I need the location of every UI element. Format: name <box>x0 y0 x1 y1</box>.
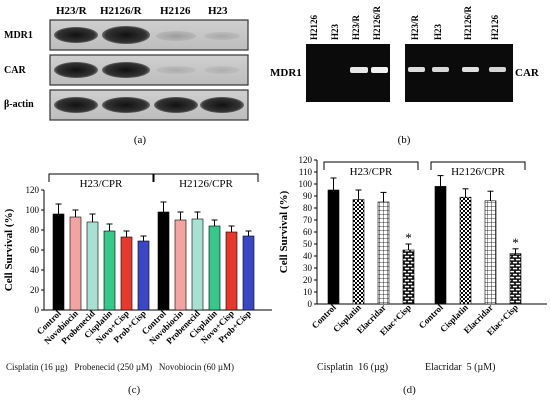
y-tick-label: 0 <box>308 299 313 309</box>
panel-c-label: (c) <box>128 384 141 396</box>
y-tick-label: 90 <box>303 191 313 201</box>
panel-c: 0 20 40 60 80 100 120 Cell Survival (%) H23/CPR C… <box>0 150 275 406</box>
y-axis-label: Cell Survival (%) <box>278 190 290 273</box>
bar <box>242 235 255 311</box>
bar <box>352 199 365 305</box>
y-tick-label: 100 <box>26 205 40 215</box>
bar <box>377 201 390 305</box>
blot-col-h23: H23 <box>208 5 228 17</box>
panel-d-footnote-left: Cisplatin 16 (µg) <box>317 362 389 373</box>
significance-mark: * <box>512 235 519 250</box>
gel1-lane-1: H2126 <box>309 14 319 40</box>
group-label: H23/CPR <box>80 178 123 190</box>
panel-b-svg: H2126 H23 H23/R H2126/R H23/R H23 H2126/… <box>270 5 540 146</box>
panel-d: 0 10 20 30 40 50 60 70 80 90 100 110 120 Cell Surviva… <box>275 150 550 406</box>
panel-d-footnote-right: Elacridar 5 (µM) <box>425 362 496 373</box>
bar <box>52 213 65 311</box>
gel1-lane-3: H23/R <box>351 14 361 40</box>
bar <box>327 189 340 305</box>
group-bracket <box>323 161 419 170</box>
significance-mark: * <box>405 230 412 245</box>
group-bracket <box>153 173 259 182</box>
group-label: H2126/CPR <box>451 166 505 178</box>
y-tick-label: 40 <box>303 251 313 261</box>
bar <box>191 218 204 311</box>
bar <box>103 230 116 311</box>
y-tick-label: 70 <box>303 215 313 225</box>
y-tick-label: 40 <box>30 265 40 275</box>
bar <box>174 219 187 311</box>
y-tick-label: 20 <box>303 275 313 285</box>
bar <box>509 253 522 305</box>
gel-right <box>405 44 513 102</box>
blot-row-bactin: β-actin <box>4 99 34 110</box>
blot-col-h2126r: H2126/R <box>100 5 143 17</box>
bar <box>157 211 170 311</box>
bar <box>434 186 447 305</box>
y-tick-label: 120 <box>299 155 313 165</box>
y-tick-label: 80 <box>303 203 313 213</box>
y-tick-label: 50 <box>303 239 313 249</box>
blot-col-h23r: H23/R <box>56 5 88 17</box>
y-tick-label: 20 <box>30 285 40 295</box>
bar <box>208 225 221 311</box>
blot-strip-mdr1 <box>49 19 249 51</box>
y-tick-label: 100 <box>299 179 313 189</box>
y-tick-label: 120 <box>26 185 40 195</box>
group-bracket <box>48 173 154 182</box>
y-tick-label: 60 <box>303 227 313 237</box>
panel-b-label: (b) <box>398 134 411 146</box>
y-tick-label: 60 <box>30 245 40 255</box>
panel-c-footnote: Cisplatin (16 µg) Probenecid (250 µM) No… <box>6 362 235 372</box>
bar <box>69 216 82 311</box>
panel-a-svg: H23/R H2126/R H2126 H23 MDR1 CAR β-actin <box>4 5 249 146</box>
y-tick-label: 80 <box>30 225 40 235</box>
panel-d-label: (d) <box>403 384 416 396</box>
bar <box>402 249 415 305</box>
panel-a: H23/R H2126/R H2126 H23 MDR1 CAR β-actin <box>0 0 270 150</box>
y-tick-label: 0 <box>35 305 40 315</box>
gel1-lane-4: H2126/R <box>372 5 382 40</box>
panel-b: H2126 H23 H23/R H2126/R H23/R H23 H2126/… <box>270 0 550 150</box>
gel2-lane-3: H2126/R <box>463 5 473 40</box>
blot-strip-car <box>49 54 249 86</box>
gel2-lane-2: H23 <box>433 23 443 40</box>
bar <box>137 240 150 311</box>
group-label: H23/CPR <box>350 166 393 178</box>
blot-row-car: CAR <box>4 65 26 76</box>
y-tick-label: 110 <box>299 167 313 177</box>
chart-d-svg: 0 10 20 30 40 50 60 70 80 90 100 110 120 Cell Surviva… <box>278 155 547 337</box>
group-bracket <box>430 161 526 170</box>
blot-row-mdr1: MDR1 <box>4 30 33 41</box>
gel-left <box>306 44 390 102</box>
group-label: H2126/CPR <box>179 178 233 190</box>
gel1-label: MDR1 <box>270 67 302 79</box>
blot-strip-bactin <box>49 89 249 121</box>
y-axis-label: Cell Survival (%) <box>3 208 15 291</box>
gel1-lane-2: H23 <box>330 23 340 40</box>
gel2-lane-1: H23/R <box>410 14 420 40</box>
panel-a-label: (a) <box>134 134 147 146</box>
bar <box>459 196 472 305</box>
bar <box>225 231 238 311</box>
bar <box>120 236 133 311</box>
bar <box>484 200 497 305</box>
y-tick-label: 30 <box>303 263 313 273</box>
blot-col-h2126: H2126 <box>160 5 191 17</box>
bar <box>86 221 99 311</box>
gel2-lane-4: H2126 <box>490 14 500 40</box>
gel2-label: CAR <box>515 67 540 79</box>
y-tick-label: 10 <box>303 287 313 297</box>
